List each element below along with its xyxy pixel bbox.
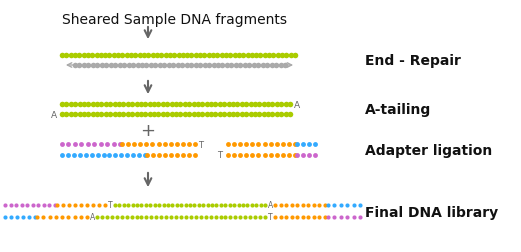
- Text: A: A: [51, 110, 57, 119]
- Text: A: A: [268, 201, 273, 210]
- Text: T: T: [108, 201, 113, 210]
- Text: T: T: [198, 140, 203, 149]
- Text: A: A: [90, 213, 95, 222]
- Text: +: +: [141, 121, 155, 139]
- Text: T: T: [268, 213, 272, 222]
- Text: A-tailing: A-tailing: [365, 103, 431, 116]
- Text: T: T: [217, 151, 222, 160]
- Text: End - Repair: End - Repair: [365, 54, 461, 68]
- Text: Sheared Sample DNA fragments: Sheared Sample DNA fragments: [63, 13, 288, 27]
- Text: Final DNA library: Final DNA library: [365, 205, 498, 219]
- Text: Adapter ligation: Adapter ligation: [365, 143, 492, 158]
- Text: A: A: [294, 100, 300, 109]
